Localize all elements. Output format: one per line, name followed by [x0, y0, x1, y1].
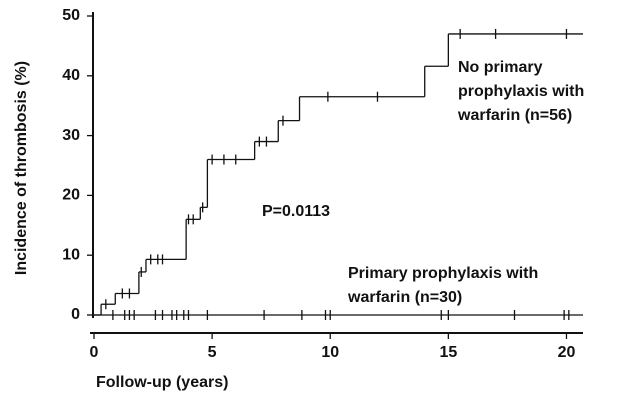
y-tick-label: 40 [62, 67, 80, 84]
y-tick-label: 20 [62, 187, 80, 204]
series-label: prophylaxis with [458, 83, 584, 100]
y-tick-label: 0 [71, 306, 80, 323]
x-tick-label: 5 [208, 344, 217, 361]
series-label: No primary [458, 59, 543, 76]
x-tick-label: 20 [558, 344, 576, 361]
series-label: warfarin (n=30) [347, 289, 462, 306]
y-tick-label: 50 [62, 7, 80, 24]
x-tick-label: 10 [321, 344, 339, 361]
series-label: Primary prophylaxis with [348, 265, 538, 282]
y-tick-label: 10 [62, 246, 80, 263]
series-label: warfarin (n=56) [457, 107, 572, 124]
x-tick-label: 0 [90, 344, 99, 361]
x-axis-label: Follow-up (years) [96, 374, 228, 391]
x-tick-label: 15 [439, 344, 457, 361]
p-value: P=0.0113 [262, 203, 330, 220]
y-axis-label: Incidence of thrombosis (%) [13, 61, 30, 275]
y-tick-label: 30 [62, 127, 80, 144]
